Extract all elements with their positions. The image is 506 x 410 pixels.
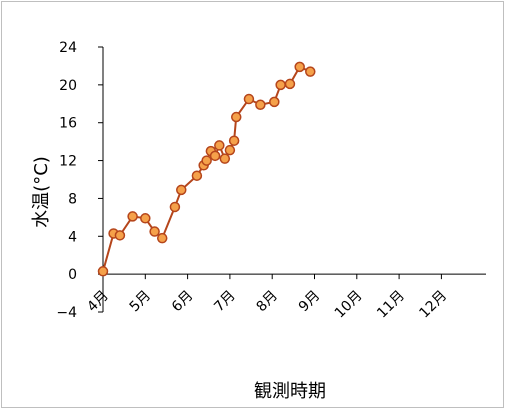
data-point xyxy=(156,232,168,244)
x-tick-label: 9月 xyxy=(296,288,324,316)
data-point xyxy=(275,79,286,91)
x-tick-label: 6月 xyxy=(169,288,197,316)
data-point xyxy=(243,93,255,105)
y-tick-label: 12 xyxy=(59,154,77,170)
x-tick-label: 4月 xyxy=(84,288,112,316)
data-point xyxy=(114,230,126,241)
x-tick-label: 11月 xyxy=(374,288,408,322)
data-point xyxy=(97,266,109,277)
y-tick-label: 16 xyxy=(59,116,77,132)
y-axis: −4 0 4 8 12 16 20 24 xyxy=(56,40,104,321)
data-point xyxy=(224,144,236,156)
y-tick-label: 0 xyxy=(68,267,77,283)
y-tick-label: −4 xyxy=(56,305,77,321)
data-point xyxy=(230,111,242,123)
series-layer xyxy=(97,61,316,277)
y-tick-label: 4 xyxy=(68,229,77,245)
data-point xyxy=(176,184,187,196)
y-tick-label: 8 xyxy=(68,191,77,207)
x-tick-label: 5月 xyxy=(127,288,155,316)
data-point xyxy=(284,78,296,90)
data-point xyxy=(191,170,203,181)
x-tick-label: 10月 xyxy=(332,288,366,322)
y-tick-label: 20 xyxy=(59,78,77,94)
data-point xyxy=(255,99,266,110)
x-tick-label: 7月 xyxy=(211,288,239,316)
data-point xyxy=(140,213,151,224)
data-point xyxy=(294,61,305,73)
x-axis-title: 観測時期 xyxy=(254,381,326,402)
x-tick-label: 8月 xyxy=(254,288,282,316)
data-point xyxy=(214,140,225,151)
data-point xyxy=(209,150,221,162)
data-point xyxy=(219,153,231,164)
data-point xyxy=(127,211,138,222)
x-axis: 4月 5月 6月 7月 8月 9月 10月 11月 12月 xyxy=(84,273,486,322)
data-point xyxy=(169,201,181,213)
y-axis-title: 水温(°C) xyxy=(31,156,52,228)
data-point xyxy=(201,155,212,166)
x-tick-label: 12月 xyxy=(416,288,450,322)
data-point xyxy=(269,96,280,108)
data-point xyxy=(305,66,316,77)
data-point xyxy=(228,135,240,146)
y-tick-label: 24 xyxy=(59,40,77,56)
data-point xyxy=(149,226,160,237)
